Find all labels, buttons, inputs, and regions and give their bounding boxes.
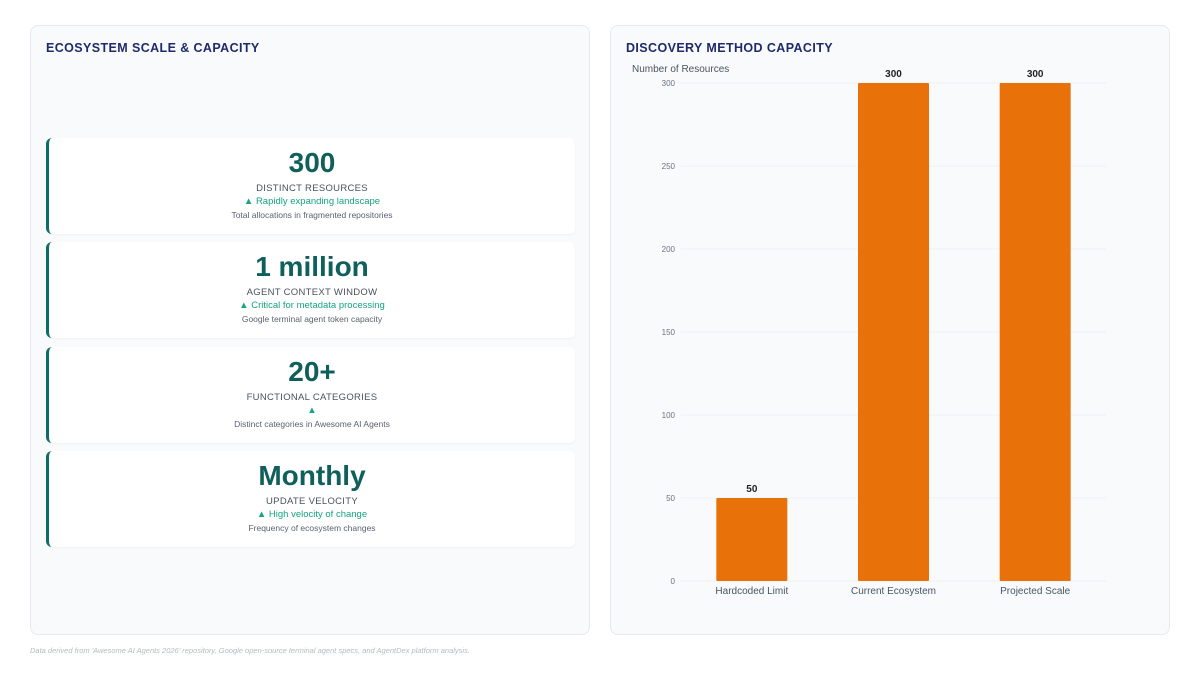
stat-value: Monthly: [258, 460, 366, 491]
stat-card-context-window: 1 million AGENT CONTEXT WINDOW ▲ Critica…: [46, 242, 575, 338]
stat-trend: ▲ High velocity of change: [256, 509, 368, 520]
bar-value-label: 50: [746, 484, 758, 495]
stat-value: 1 million: [255, 251, 369, 282]
stat-label: UPDATE VELOCITY: [266, 496, 358, 507]
stat-label: AGENT CONTEXT WINDOW: [246, 287, 378, 298]
stat-card-update-velocity: Monthly UPDATE VELOCITY ▲ High velocity …: [46, 451, 575, 547]
y-tick-label: 150: [662, 328, 676, 337]
y-tick-label: 100: [662, 411, 676, 420]
footnote: Data derived from 'Awesome AI Agents 202…: [30, 646, 470, 655]
stat-value: 20+: [288, 356, 336, 387]
y-axis-title: Number of Resources: [632, 64, 729, 75]
ecosystem-panel: ECOSYSTEM SCALE & CAPACITY 300 DISTINCT …: [30, 25, 590, 635]
x-category-label: Projected Scale: [1000, 586, 1070, 597]
x-category-label: Current Ecosystem: [851, 586, 936, 597]
bar: [716, 498, 788, 581]
y-tick-label: 300: [662, 79, 676, 88]
stat-description: Total allocations in fragmented reposito…: [231, 210, 393, 220]
x-category-label: Hardcoded Limit: [715, 586, 788, 597]
stat-trend: ▲: [307, 405, 317, 416]
y-tick-label: 50: [666, 494, 675, 503]
stat-card-resources: 300 DISTINCT RESOURCES ▲ Rapidly expandi…: [46, 138, 575, 234]
discovery-chart-panel: DISCOVERY METHOD CAPACITY Number of Reso…: [610, 25, 1170, 635]
stat-trend: ▲ Rapidly expanding landscape: [243, 196, 381, 207]
chart-title: DISCOVERY METHOD CAPACITY: [626, 41, 834, 55]
stat-trend: ▲ Critical for metadata processing: [239, 300, 385, 311]
stat-value: 300: [288, 147, 336, 178]
stat-description: Google terminal agent token capacity: [241, 314, 383, 324]
stat-card-categories: 20+ FUNCTIONAL CATEGORIES ▲ Distinct cat…: [46, 347, 575, 443]
y-tick-label: 200: [662, 245, 676, 254]
bar-chart: Number of Resources 0 50 100 150 200 250 300 50 H…: [632, 64, 1106, 597]
bar: [858, 83, 929, 581]
bar-value-label: 300: [1027, 69, 1044, 80]
stat-label: DISTINCT RESOURCES: [256, 183, 368, 194]
bar: [999, 83, 1071, 581]
y-tick-label: 0: [671, 577, 676, 586]
y-tick-label: 250: [662, 162, 676, 171]
stat-description: Distinct categories in Awesome AI Agents: [234, 419, 390, 429]
bar-value-label: 300: [885, 69, 902, 80]
ecosystem-panel-title: ECOSYSTEM SCALE & CAPACITY: [46, 41, 260, 55]
stat-label: FUNCTIONAL CATEGORIES: [246, 392, 378, 403]
stat-description: Frequency of ecosystem changes: [248, 523, 376, 533]
